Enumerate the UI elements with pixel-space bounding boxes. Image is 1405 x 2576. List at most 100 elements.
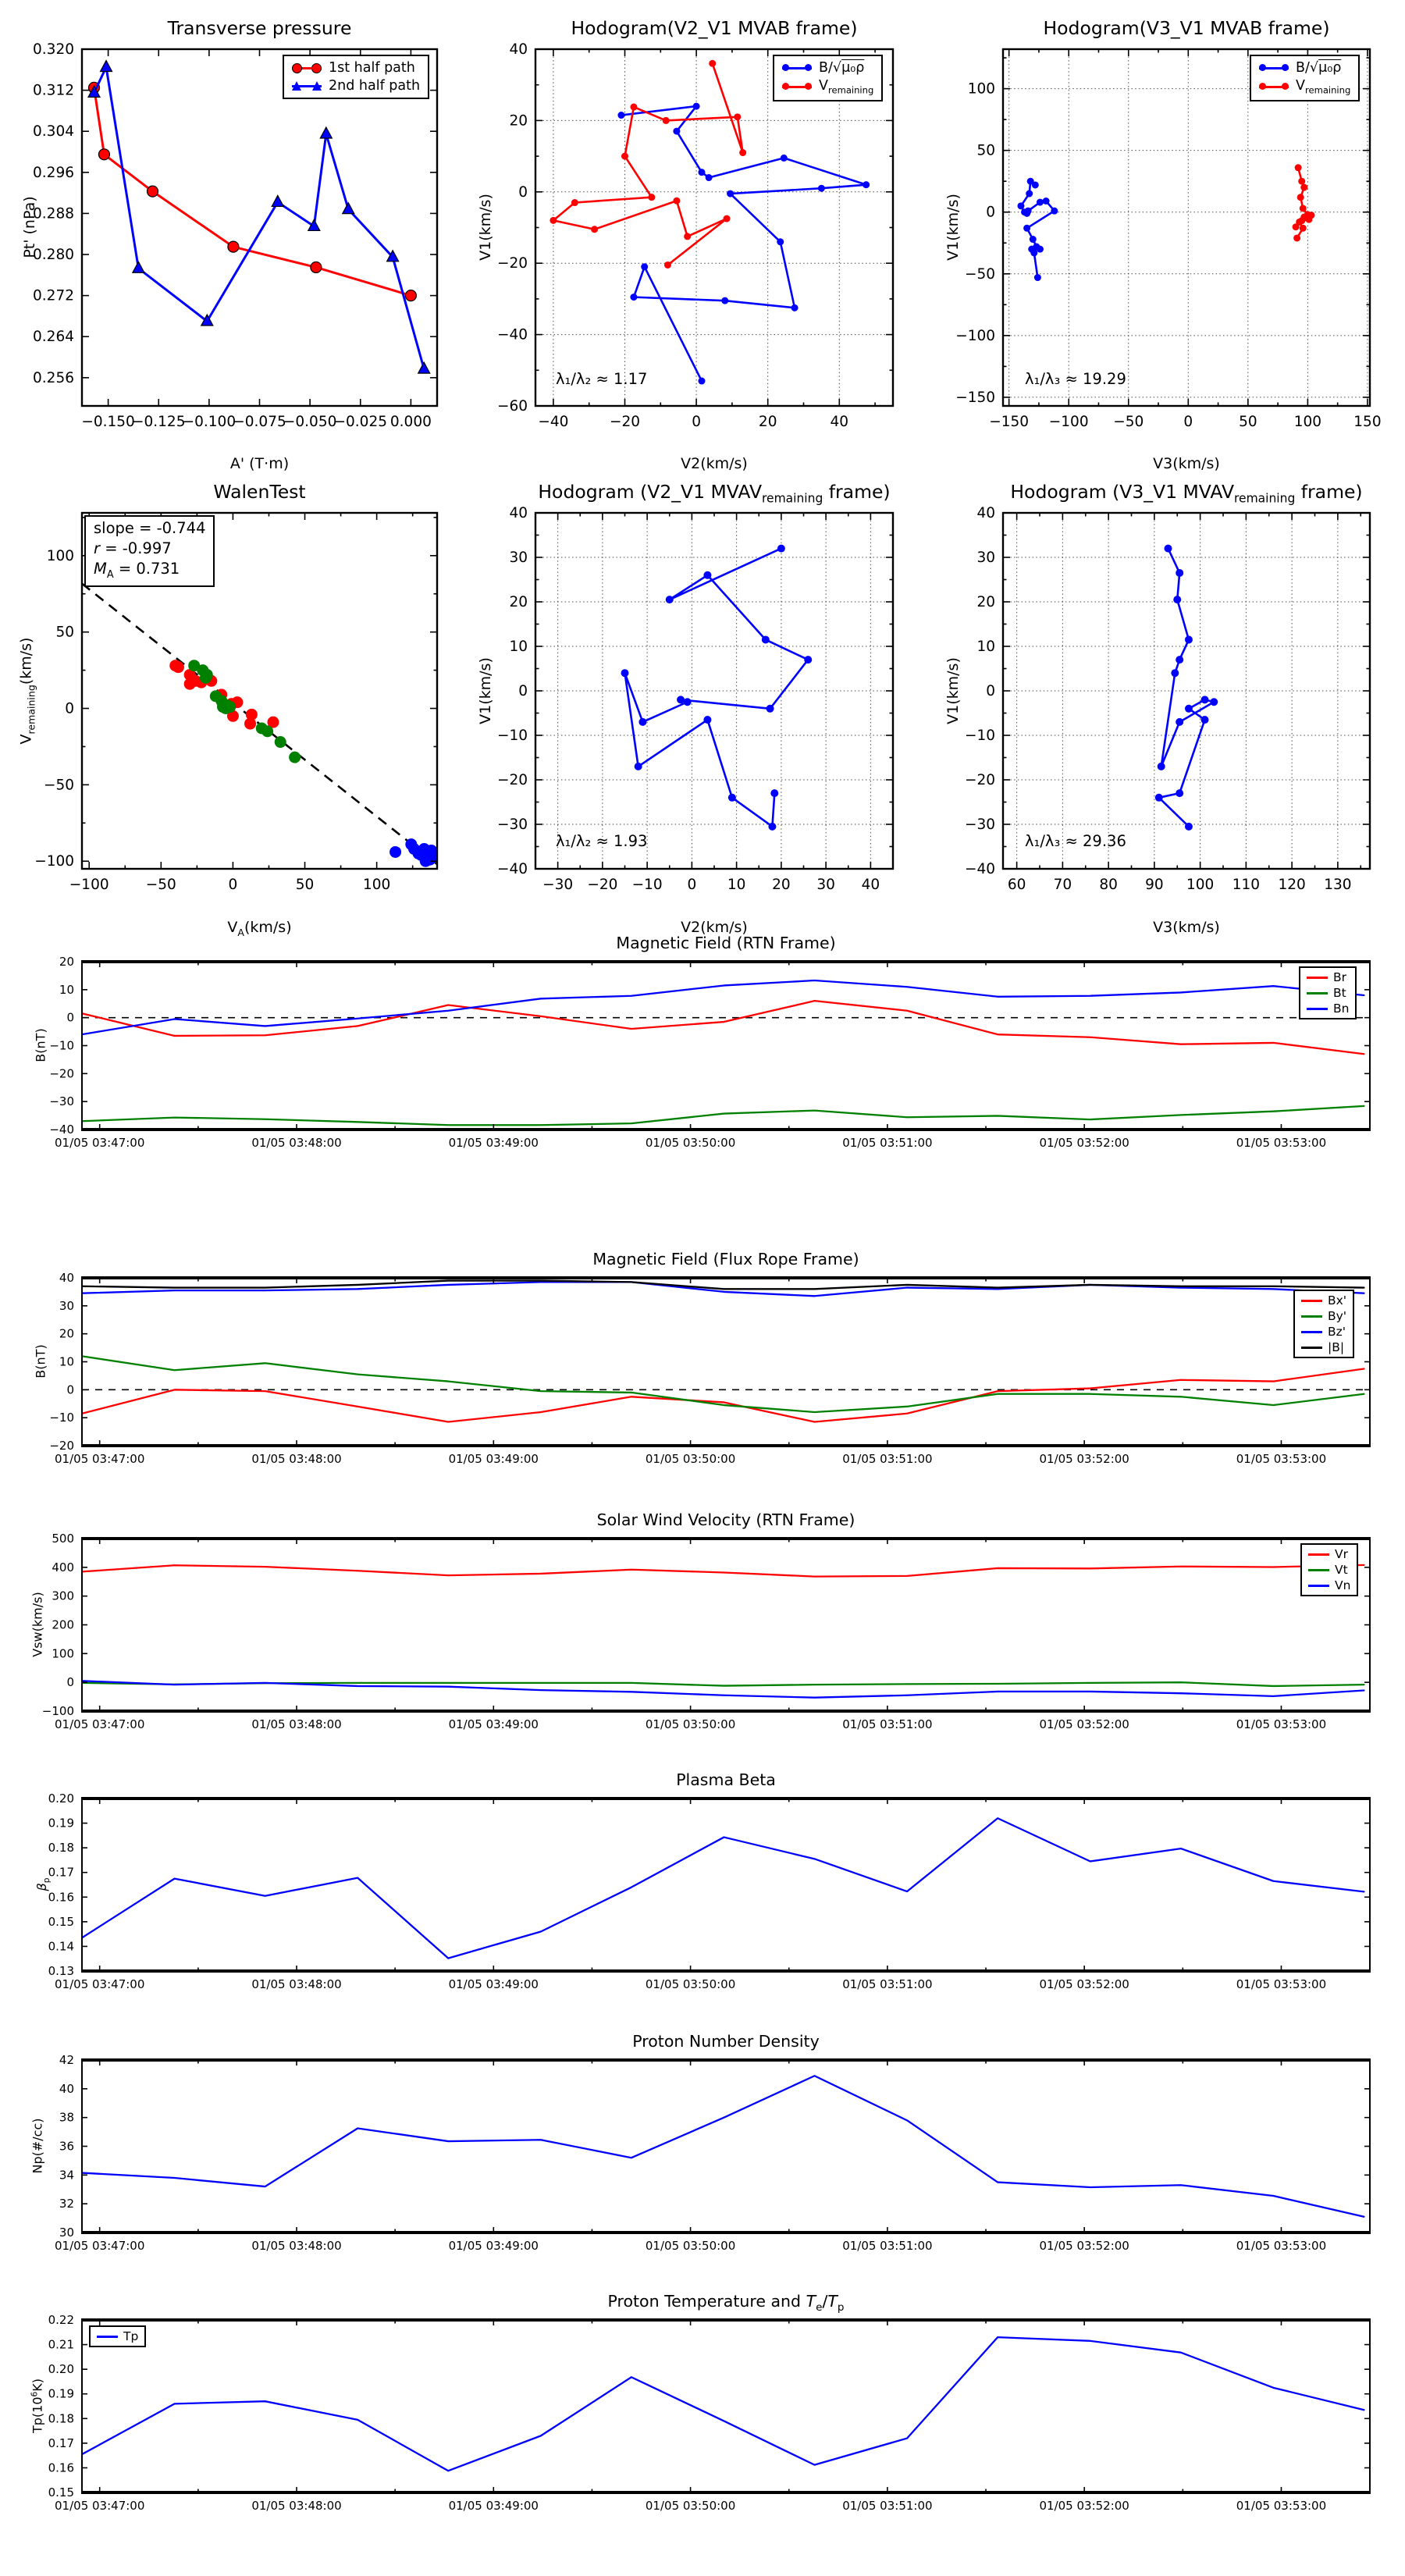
y-tick-label: 10 <box>59 1355 74 1369</box>
y-tick-label: 10 <box>509 639 528 655</box>
marker <box>673 127 681 135</box>
title-proton-temperature: Proton Temperature and Te/Tp <box>607 2292 845 2314</box>
series-B-By' <box>82 1355 1365 1414</box>
x-tick-label: 01/05 03:53:00 <box>1236 2499 1326 2513</box>
plot-area-p1 <box>87 59 431 374</box>
marker <box>1154 793 1163 802</box>
y-tick-label: 0.256 <box>33 370 74 386</box>
x-tick-label: 01/05 03:53:00 <box>1236 2239 1326 2253</box>
y-tick-label: 32 <box>59 2197 74 2211</box>
marker <box>684 233 692 240</box>
legend-sample-triangle-line <box>292 80 322 92</box>
annotation-lambda-ratio-p3: λ₁/λ₃ ≈ 19.29 <box>1025 370 1126 388</box>
annotation-lambda-ratio-p2: λ₁/λ₂ ≈ 1.17 <box>556 370 648 388</box>
marker <box>1176 568 1184 577</box>
y-tick-label: −50 <box>965 266 995 283</box>
x-tick-label: 01/05 03:50:00 <box>646 2239 735 2253</box>
y-tick-label: 0.20 <box>48 1791 74 1806</box>
ylabel-np: Np(#/cc) <box>30 2118 45 2174</box>
series-p6-V <box>1158 547 1215 828</box>
legend-item-bmag: |B| <box>1301 1340 1346 1354</box>
axes-frame-p3 <box>1001 48 1371 407</box>
legend-magnetic-field-rtn: Br Bt Bn <box>1299 966 1357 1019</box>
legend-item-bn: Bn <box>1307 1002 1349 1016</box>
marker <box>1299 224 1307 232</box>
x-tick-label: −10 <box>632 877 663 893</box>
x-tick-label: 01/05 03:47:00 <box>55 1717 144 1731</box>
x-tick-label: 50 <box>296 877 315 893</box>
x-tick-label: 01/05 03:51:00 <box>842 2499 932 2513</box>
x-tick-label: 40 <box>862 877 880 893</box>
x-tick-label: 01/05 03:53:00 <box>1236 1136 1326 1150</box>
x-tick-label: 01/05 03:51:00 <box>842 1136 932 1150</box>
marker <box>426 850 437 863</box>
marker <box>1299 205 1307 212</box>
x-tick-label: 01/05 03:48:00 <box>251 2239 341 2253</box>
x-tick-label: 01/05 03:49:00 <box>449 2499 539 2513</box>
walen-r: r = -0.997 <box>94 539 172 558</box>
legend-sample-line <box>1307 972 1328 984</box>
marker <box>1042 197 1050 205</box>
title-proton-number-density: Proton Number Density <box>632 2032 820 2051</box>
x-tick-label: 01/05 03:52:00 <box>1039 1717 1129 1731</box>
marker <box>621 669 629 678</box>
x-tick-label: 01/05 03:47:00 <box>55 1452 144 1466</box>
y-tick-label: 0.272 <box>33 288 74 304</box>
legend-sample-line <box>1301 1326 1322 1338</box>
x-tick-label: 90 <box>1145 877 1164 893</box>
marker <box>630 294 638 301</box>
marker <box>1026 190 1033 197</box>
x-tick-label: 01/05 03:50:00 <box>646 1452 735 1466</box>
y-tick-label: −30 <box>49 1094 74 1108</box>
plot-area-p2 <box>550 59 870 385</box>
x-tick-label: 01/05 03:52:00 <box>1039 1977 1129 1991</box>
marker <box>705 174 713 182</box>
x-tick-label: 01/05 03:49:00 <box>449 1717 539 1731</box>
x-tick-label: 100 <box>1294 414 1321 430</box>
x-tick-label: 01/05 03:51:00 <box>842 1977 932 1991</box>
plot-area-p6 <box>1154 544 1218 831</box>
legend-label: Bt <box>1333 986 1346 1000</box>
x-tick-label: 01/05 03:47:00 <box>55 1136 144 1150</box>
marker <box>739 149 747 157</box>
marker <box>1031 181 1039 189</box>
ylabel-v1-p3: V1(km/s) <box>944 194 962 261</box>
legend-proton-temperature: Tp <box>89 2325 147 2347</box>
y-tick-label: 0.20 <box>48 2362 74 2376</box>
x-tick-label: 01/05 03:47:00 <box>55 1977 144 1991</box>
y-tick-label: −100 <box>42 1704 74 1718</box>
marker-triangle <box>417 361 431 374</box>
marker <box>404 290 417 302</box>
x-tick-label: −0.100 <box>183 414 236 430</box>
marker <box>638 717 647 726</box>
marker <box>1036 198 1044 206</box>
legend-magnetic-field-flux-rope: Bx' By' Bz' |B| <box>1293 1290 1355 1358</box>
title-magnetic-field-rtn: Magnetic Field (RTN Frame) <box>616 934 836 952</box>
y-tick-label: −40 <box>49 1123 74 1137</box>
x-tick-label: −30 <box>542 877 573 893</box>
marker <box>98 148 111 161</box>
title-walen-test: WalenTest <box>213 481 306 503</box>
y-tick-label: 20 <box>59 955 74 969</box>
legend-sample-dot-line <box>1259 62 1289 74</box>
legend-label: Vt <box>1335 1563 1348 1577</box>
legend-item-vremaining: Vremaining <box>782 78 873 96</box>
y-tick-label: −60 <box>497 398 528 415</box>
plot-area-B <box>82 1279 1365 1423</box>
marker-triangle <box>131 261 145 273</box>
legend-label: Bx' <box>1328 1293 1347 1308</box>
xlabel-a-prime: A' (T·m) <box>229 455 290 472</box>
legend-item-bx: Bx' <box>1301 1293 1346 1308</box>
title-plasma-beta: Plasma Beta <box>676 1770 776 1789</box>
marker <box>1024 207 1032 215</box>
marker <box>677 696 685 704</box>
x-tick-label: 20 <box>772 877 791 893</box>
marker <box>630 103 638 111</box>
plot-area-F <box>82 2336 1365 2472</box>
title-hodogram-v2v1-mvav: Hodogram (V2_V1 MVAVremaining frame) <box>538 481 891 506</box>
legend-solar-wind-velocity: Vr Vt Vn <box>1300 1543 1359 1596</box>
x-tick-label: −0.050 <box>283 414 336 430</box>
ylabel-beta: βp <box>34 1877 52 1891</box>
